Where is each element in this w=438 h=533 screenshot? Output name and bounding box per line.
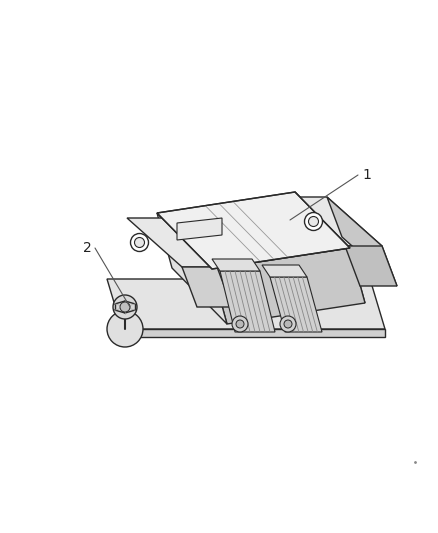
Polygon shape (157, 213, 226, 324)
Polygon shape (326, 197, 396, 286)
Polygon shape (157, 192, 349, 269)
Polygon shape (344, 246, 396, 286)
Polygon shape (177, 218, 222, 240)
Polygon shape (219, 271, 274, 332)
Text: 1: 1 (361, 168, 370, 182)
Polygon shape (269, 277, 321, 332)
Polygon shape (212, 248, 364, 324)
Polygon shape (212, 259, 259, 271)
Polygon shape (107, 279, 384, 329)
Circle shape (283, 320, 291, 328)
Polygon shape (294, 192, 364, 303)
Circle shape (236, 320, 244, 328)
Circle shape (107, 311, 143, 347)
Circle shape (130, 233, 148, 252)
Text: 2: 2 (83, 241, 92, 255)
Circle shape (134, 238, 144, 247)
Polygon shape (127, 218, 216, 267)
Polygon shape (182, 267, 231, 307)
Circle shape (113, 295, 137, 319)
Circle shape (279, 316, 295, 332)
Circle shape (308, 216, 318, 227)
Polygon shape (290, 197, 381, 246)
Polygon shape (261, 265, 306, 277)
Circle shape (120, 302, 130, 312)
Circle shape (304, 213, 322, 230)
Circle shape (231, 316, 247, 332)
Polygon shape (122, 329, 384, 337)
